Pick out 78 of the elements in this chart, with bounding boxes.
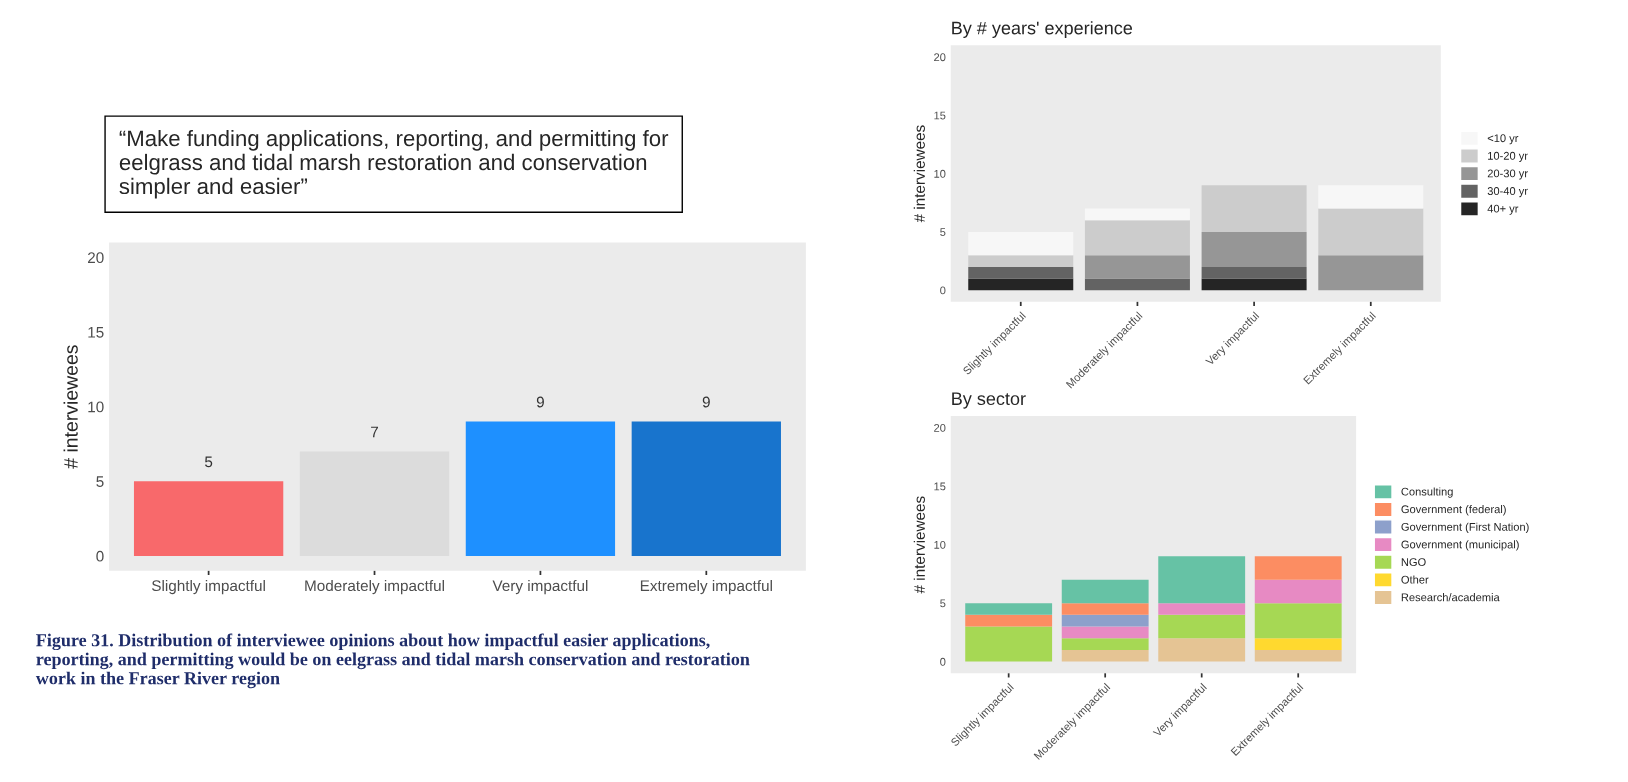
bar [1158,614,1246,639]
legend-label: 10-20 yr [1488,151,1528,162]
bar [1061,638,1149,650]
legend-label: NGO [1401,558,1426,567]
bar [1318,255,1424,291]
bar [1254,579,1342,604]
bar [968,255,1074,267]
legend-label: Research/academia [1401,593,1500,602]
x-tick-label: Very impactful [492,579,588,595]
bar [1084,208,1190,221]
bar [631,421,781,556]
data-label: 5 [204,456,213,468]
x-tick-label: Extremely impactful [640,579,772,595]
data-label: 9 [702,396,710,408]
legend-label: <10 yr [1487,134,1519,145]
y-tick-label: 20 [934,423,946,432]
bar [968,231,1074,256]
bar [1084,255,1190,279]
bar [965,614,1053,627]
bar [1201,278,1307,291]
legend-label: Other [1401,575,1429,584]
bar [1158,603,1246,615]
bar [133,481,284,556]
y-tick-label: 15 [88,327,104,338]
x-tick-label: Slightly impactful [152,579,265,595]
y-tick-label: 15 [934,482,946,491]
bar [1254,649,1342,662]
bar [968,266,1074,279]
bar [465,421,616,556]
y-tick-label: 5 [96,476,104,487]
bar [1254,638,1342,650]
bar [1061,649,1149,662]
x-tick-label: Moderately impactful [305,579,444,595]
y-tick-label: 5 [940,228,946,237]
data-label: 9 [536,396,544,408]
legend-label: Government (First Nation) [1401,522,1529,533]
bar [1254,603,1342,639]
legend-label: Consulting [1401,487,1453,498]
legend-label: Government (federal) [1401,505,1506,516]
y-axis-title: # interviewees [913,496,925,594]
chart-title: By # years' experience [952,21,1133,38]
bar [1061,626,1149,639]
bar [1158,638,1246,662]
bar [1061,579,1149,604]
bar [1084,220,1190,256]
chart-title: By sector [952,392,1026,409]
y-tick-label: 0 [940,657,946,666]
y-tick-label: 5 [940,599,946,608]
y-tick-label: 10 [88,401,104,413]
y-tick-label: 20 [934,53,946,62]
legend-label: 40+ yr [1487,204,1519,215]
legend-label: 30-40 yr [1487,187,1528,198]
data-label: 7 [371,426,378,438]
bar [1061,614,1149,627]
legend-label: Government (municipal) [1401,540,1519,551]
bar [1084,278,1190,291]
bar [1158,556,1246,604]
y-tick-label: 0 [96,550,104,562]
legend-label: 20-30 yr [1487,169,1528,180]
y-axis-title: # interviewees [913,125,925,223]
bar [965,603,1053,615]
y-tick-label: 0 [940,286,946,295]
y-tick-label: 10 [934,169,946,178]
bar [1061,603,1149,615]
bar [1318,185,1424,209]
caption: Figure 31. Distribution of interviewee opinions about how impactful easier applications, reporting, and permitting would be on eelgrass and tidal marsh conservation and restoration work in the Fraser River region [35,633,750,689]
text: “Make funding applications, reporting, and permitting for eelgrass and tidal marsh restoration and conservation simpler and easier” [119,129,669,199]
bar [1201,185,1307,232]
bar [968,278,1074,291]
y-tick-label: 10 [934,540,946,549]
bar [965,626,1053,662]
y-tick-label: 15 [934,111,946,120]
bar [1201,231,1307,267]
bar [1201,266,1307,279]
y-tick-label: 20 [87,252,104,264]
bar [1318,208,1424,256]
y-axis-title: # interviewees [63,345,78,469]
bar [1254,556,1342,580]
